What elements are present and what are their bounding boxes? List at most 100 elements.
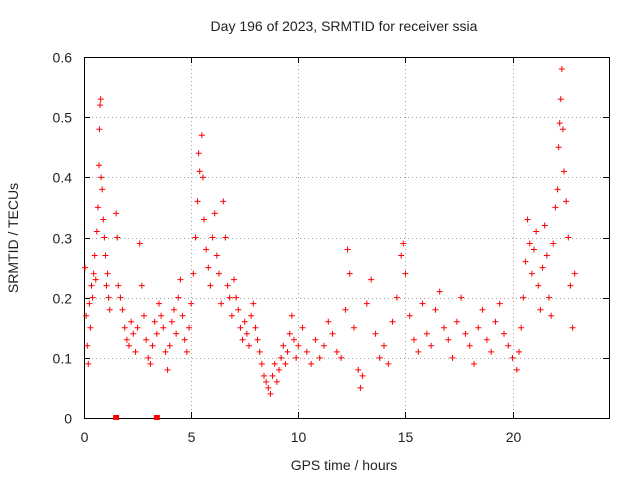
data-point [432,306,439,313]
y-tick-label: 0.4 [53,170,73,186]
data-point [113,210,120,217]
data-point [528,270,535,277]
data-point [99,186,106,193]
plot-frame [84,57,610,419]
data-point [466,342,473,349]
data-point [441,324,447,331]
data-point [567,282,574,289]
data-point [128,318,135,325]
x-tick-label: 0 [81,429,89,445]
data-point [548,312,555,319]
xaxis-marker [113,415,120,420]
data-point [381,342,387,349]
data-point [385,360,392,367]
data-point [509,354,516,361]
data-point [153,330,160,337]
data-point [496,300,503,307]
data-point [96,126,103,133]
data-point [209,234,216,241]
data-point [222,234,229,241]
data-point [138,282,145,289]
data-point [267,390,274,397]
data-point [556,120,563,127]
data-point [105,294,112,301]
data-point [173,330,180,337]
data-point [462,330,469,337]
data-point [522,258,529,265]
data-point [175,294,182,301]
data-point [89,294,96,301]
data-point [400,240,407,247]
data-point [117,294,124,301]
data-point [271,360,278,367]
data-point [192,234,199,241]
x-tick-label: 20 [506,429,522,445]
data-point [97,96,104,103]
data-point [554,186,561,193]
data-point [363,300,370,307]
data-point [312,336,319,343]
data-point [261,372,267,379]
grid [84,57,609,418]
x-tick-label: 15 [398,429,414,445]
data-point [376,354,383,361]
data-point [423,330,430,337]
y-tick-label: 0 [64,411,72,427]
data-point [196,168,203,175]
data-point [92,276,99,283]
data-point [518,324,525,331]
data-point [94,204,101,211]
data-point [88,282,95,289]
data-point [475,324,482,331]
data-point [368,276,375,283]
data-point [97,102,104,109]
data-point [248,312,255,319]
data-point [501,330,507,337]
data-point [166,342,173,349]
data-point [458,294,465,301]
data-point [100,216,107,223]
data-point [453,318,460,325]
data-point [543,252,550,259]
y-tick-label: 0.2 [53,291,73,307]
data-point [278,354,285,361]
data-point [531,246,537,253]
data-point [483,336,490,343]
data-point [321,342,327,349]
data-point [96,162,102,169]
data-point [220,198,227,205]
data-point [252,324,259,331]
data-point [284,348,291,355]
data-point [91,252,98,259]
data-point [359,372,366,379]
data-point [346,270,353,277]
data-point [526,240,533,247]
data-point [524,216,531,223]
data-point [207,282,214,289]
data-point [338,354,345,361]
data-point [299,324,306,331]
data-point [145,354,152,361]
y-tick-label: 0.6 [53,50,73,66]
data-point [393,294,400,301]
data-point [90,270,97,277]
data-point [263,378,270,385]
data-point [121,324,128,331]
data-point [546,294,552,301]
data-point [569,324,576,331]
data-point [241,318,248,325]
data-point [199,174,206,181]
chart-title: Day 196 of 2023, SRMTID for receiver ssi… [211,18,478,34]
x-axis-label: GPS time / hours [291,457,398,473]
data-point [541,222,548,229]
data-point [295,342,302,349]
data-point [316,354,323,361]
data-point [156,300,162,307]
data-point [104,270,111,277]
data-point [123,336,130,343]
data-point [149,342,156,349]
data-points [82,66,578,397]
data-point [293,354,300,361]
data-point [513,366,520,373]
